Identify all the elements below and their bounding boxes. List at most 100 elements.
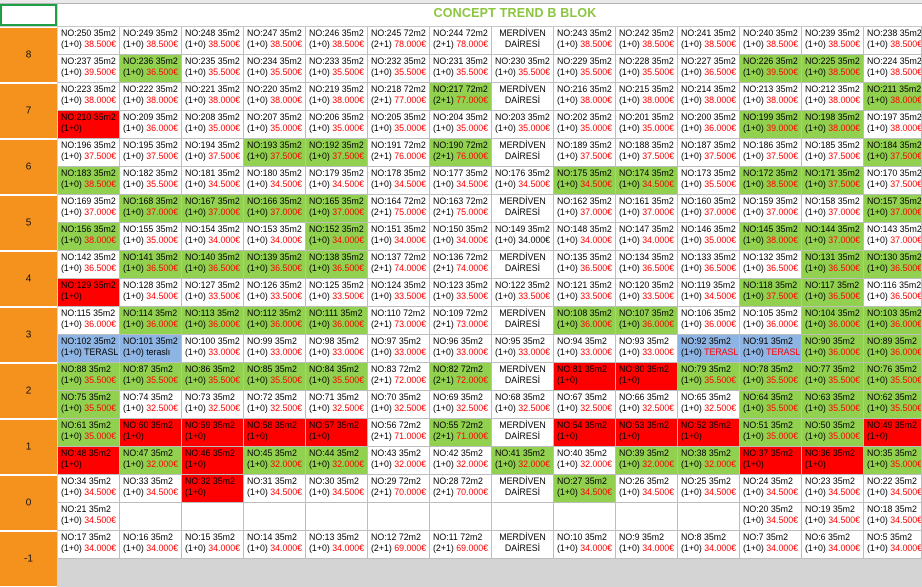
unit-cell[interactable]: NO:31 35m2 (1+0) 34.500€: [244, 475, 306, 503]
unit-cell[interactable]: NO:132 35m2 (1+0) 36.500€: [740, 251, 802, 279]
unit-cell[interactable]: NO:130 35m2 (1+0) 36.500€: [864, 251, 922, 279]
unit-cell[interactable]: NO:191 72m2 (2+1) 76.000€: [368, 139, 430, 167]
unit-cell[interactable]: NO:24 35m2 (1+0) 34.500€: [740, 475, 802, 503]
unit-cell[interactable]: NO:6 35m2 (1+0) 34.000€: [802, 531, 864, 559]
unit-cell[interactable]: NO:244 72m2 (2+1) 78.000€: [430, 27, 492, 55]
unit-cell[interactable]: NO:11 72m2 (2+1) 69.000€: [430, 531, 492, 559]
unit-cell[interactable]: NO:101 35m2 (1+0) teraslı: [120, 335, 182, 363]
unit-cell[interactable]: NO:165 35m2 (1+0) 37.000€: [306, 195, 368, 223]
empty-cell[interactable]: [368, 503, 430, 531]
empty-cell[interactable]: [554, 503, 616, 531]
unit-cell[interactable]: NO:211 35m2 (1+0) 38.000€: [864, 83, 922, 111]
unit-cell[interactable]: NO:183 35m2 (1+0) 38.500€: [58, 167, 120, 195]
unit-cell[interactable]: NO:9 35m2 (1+0) 34.000€: [616, 531, 678, 559]
unit-cell[interactable]: NO:52 35m2 (1+0): [678, 419, 740, 447]
unit-cell[interactable]: NO:80 35m2 (1+0): [616, 363, 678, 391]
unit-cell[interactable]: NO:170 35m2 (1+0) 37.500€: [864, 167, 922, 195]
unit-cell[interactable]: NO:249 35m2 (1+0) 38.500€: [120, 27, 182, 55]
unit-cell[interactable]: NO:53 35m2 (1+0): [616, 419, 678, 447]
unit-cell[interactable]: NO:176 35m2 (1+0) 34.500€: [492, 167, 554, 195]
unit-cell[interactable]: NO:125 35m2 (1+0) 33.500€: [306, 279, 368, 307]
unit-cell[interactable]: NO:136 72m2 (2+1) 74.000€: [430, 251, 492, 279]
unit-cell[interactable]: NO:153 35m2 (1+0) 34.000€: [244, 223, 306, 251]
unit-cell[interactable]: NO:67 35m2 (1+0) 32.500€: [554, 391, 616, 419]
unit-cell[interactable]: NO:20 35m2 (1+0) 34.500€: [740, 503, 802, 531]
unit-cell[interactable]: NO:114 35m2 (1+0) 36.000€: [120, 307, 182, 335]
unit-cell[interactable]: NO:95 35m2 (1+0) 33.000€: [492, 335, 554, 363]
unit-cell[interactable]: NO:10 35m2 (1+0) 34.000€: [554, 531, 616, 559]
unit-cell[interactable]: NO:5 35m2 (1+0) 34.000€: [864, 531, 922, 559]
unit-cell[interactable]: NO:231 35m2 (1+0) 35.500€: [430, 55, 492, 83]
unit-cell[interactable]: NO:148 35m2 (1+0) 34.000€: [554, 223, 616, 251]
unit-cell[interactable]: NO:187 35m2 (1+0) 37.500€: [678, 139, 740, 167]
unit-cell[interactable]: NO:13 35m2 (1+0) 34.000€: [306, 531, 368, 559]
unit-cell[interactable]: NO:246 35m2 (1+0) 38.500€: [306, 27, 368, 55]
unit-cell[interactable]: NO:92 35m2 (1+0) TERASLI: [678, 335, 740, 363]
unit-cell[interactable]: NO:21 35m2 (1+0) 34.500€: [58, 503, 120, 531]
unit-cell[interactable]: NO:181 35m2 (1+0) 34.500€: [182, 167, 244, 195]
unit-cell[interactable]: NO:139 35m2 (1+0) 36.500€: [244, 251, 306, 279]
unit-cell[interactable]: NO:141 35m2 (1+0) 36.500€: [120, 251, 182, 279]
unit-cell[interactable]: NO:127 35m2 (1+0) 33.500€: [182, 279, 244, 307]
unit-cell[interactable]: NO:245 72m2 (2+1) 78.000€: [368, 27, 430, 55]
unit-cell[interactable]: NO:180 35m2 (1+0) 34.500€: [244, 167, 306, 195]
empty-cell[interactable]: [616, 503, 678, 531]
empty-cell[interactable]: [120, 503, 182, 531]
unit-cell[interactable]: NO:177 35m2 (1+0) 34.500€: [430, 167, 492, 195]
unit-cell[interactable]: NO:189 35m2 (1+0) 37.500€: [554, 139, 616, 167]
unit-cell[interactable]: NO:38 35m2 (1+0) 32.000€: [678, 447, 740, 475]
unit-cell[interactable]: NO:175 35m2 (1+0) 34.500€: [554, 167, 616, 195]
unit-cell[interactable]: NO:19 35m2 (1+0) 34.500€: [802, 503, 864, 531]
unit-cell[interactable]: NO:68 35m2 (1+0) 32.500€: [492, 391, 554, 419]
unit-cell[interactable]: NO:107 35m2 (1+0) 36.000€: [616, 307, 678, 335]
unit-cell[interactable]: NO:222 35m2 (1+0) 38.000€: [120, 83, 182, 111]
unit-cell[interactable]: NO:210 35m2 (1+0): [58, 111, 120, 139]
unit-cell[interactable]: NO:66 35m2 (1+0) 32.500€: [616, 391, 678, 419]
unit-cell[interactable]: NO:93 35m2 (1+0) 33.000€: [616, 335, 678, 363]
unit-cell[interactable]: NO:224 35m2 (1+0) 38.500€: [864, 55, 922, 83]
unit-cell[interactable]: NO:102 35m2 (1+0) TERASLI: [58, 335, 120, 363]
unit-cell[interactable]: NO:186 35m2 (1+0) 37.500€: [740, 139, 802, 167]
unit-cell[interactable]: NO:42 35m2 (1+0) 32.000€: [430, 447, 492, 475]
unit-cell[interactable]: NO:232 35m2 (1+0) 35.500€: [368, 55, 430, 83]
unit-cell[interactable]: NO:90 35m2 (1+0) 36.000€: [802, 335, 864, 363]
unit-cell[interactable]: NO:111 35m2 (1+0) 36.000€: [306, 307, 368, 335]
unit-cell[interactable]: NO:250 35m2 (1+0) 38.500€: [58, 27, 120, 55]
unit-cell[interactable]: NO:45 35m2 (1+0) 32.000€: [244, 447, 306, 475]
unit-cell[interactable]: NO:158 35m2 (1+0) 37.000€: [802, 195, 864, 223]
unit-cell[interactable]: NO:182 35m2 (1+0) 35.500€: [120, 167, 182, 195]
unit-cell[interactable]: NO:213 35m2 (1+0) 38.000€: [740, 83, 802, 111]
stair-cell[interactable]: MERDİVEN DAİRESİ: [492, 27, 554, 55]
unit-cell[interactable]: NO:33 35m2 (1+0) 34.500€: [120, 475, 182, 503]
unit-cell[interactable]: NO:48 35m2 (1+0): [58, 447, 120, 475]
unit-cell[interactable]: NO:238 35m2 (1+0) 38.500€: [864, 27, 922, 55]
unit-cell[interactable]: NO:54 35m2 (1+0): [554, 419, 616, 447]
unit-cell[interactable]: NO:144 35m2 (1+0) 37.000€: [802, 223, 864, 251]
unit-cell[interactable]: NO:196 35m2 (1+0) 37.500€: [58, 139, 120, 167]
unit-cell[interactable]: NO:117 35m2 (1+0) 36.500€: [802, 279, 864, 307]
unit-cell[interactable]: NO:94 35m2 (1+0) 33.000€: [554, 335, 616, 363]
floor-label[interactable]: -1: [0, 531, 57, 587]
empty-cell[interactable]: [182, 503, 244, 531]
unit-cell[interactable]: NO:147 35m2 (1+0) 34.000€: [616, 223, 678, 251]
unit-cell[interactable]: NO:112 35m2 (1+0) 36.000€: [244, 307, 306, 335]
unit-cell[interactable]: NO:35 35m2 (1+0) 35.000€: [864, 447, 922, 475]
unit-cell[interactable]: NO:116 35m2 (1+0) 36.500€: [864, 279, 922, 307]
unit-cell[interactable]: NO:119 35m2 (1+0) 34.500€: [678, 279, 740, 307]
unit-cell[interactable]: NO:203 35m2 (1+0) 35.000€: [492, 111, 554, 139]
unit-cell[interactable]: NO:113 35m2 (1+0) 36.000€: [182, 307, 244, 335]
unit-cell[interactable]: NO:8 35m2 (1+0) 34.000€: [678, 531, 740, 559]
unit-cell[interactable]: NO:26 35m2 (1+0) 34.500€: [616, 475, 678, 503]
floor-label[interactable]: 4: [0, 251, 57, 307]
unit-cell[interactable]: NO:46 35m2 (1+0): [182, 447, 244, 475]
unit-cell[interactable]: NO:150 35m2 (1+0) 34.000€: [430, 223, 492, 251]
unit-cell[interactable]: NO:219 35m2 (1+0) 38.000€: [306, 83, 368, 111]
unit-cell[interactable]: NO:167 35m2 (1+0) 37.000€: [182, 195, 244, 223]
unit-cell[interactable]: NO:220 35m2 (1+0) 38.000€: [244, 83, 306, 111]
unit-cell[interactable]: NO:65 35m2 (1+0) 32.500€: [678, 391, 740, 419]
unit-cell[interactable]: NO:171 35m2 (1+0) 37.500€: [802, 167, 864, 195]
unit-cell[interactable]: NO:157 35m2 (1+0) 37.000€: [864, 195, 922, 223]
unit-cell[interactable]: NO:199 35m2 (1+0) 39.000€: [740, 111, 802, 139]
unit-cell[interactable]: NO:123 35m2 (1+0) 33.500€: [430, 279, 492, 307]
floor-label[interactable]: 1: [0, 419, 57, 475]
